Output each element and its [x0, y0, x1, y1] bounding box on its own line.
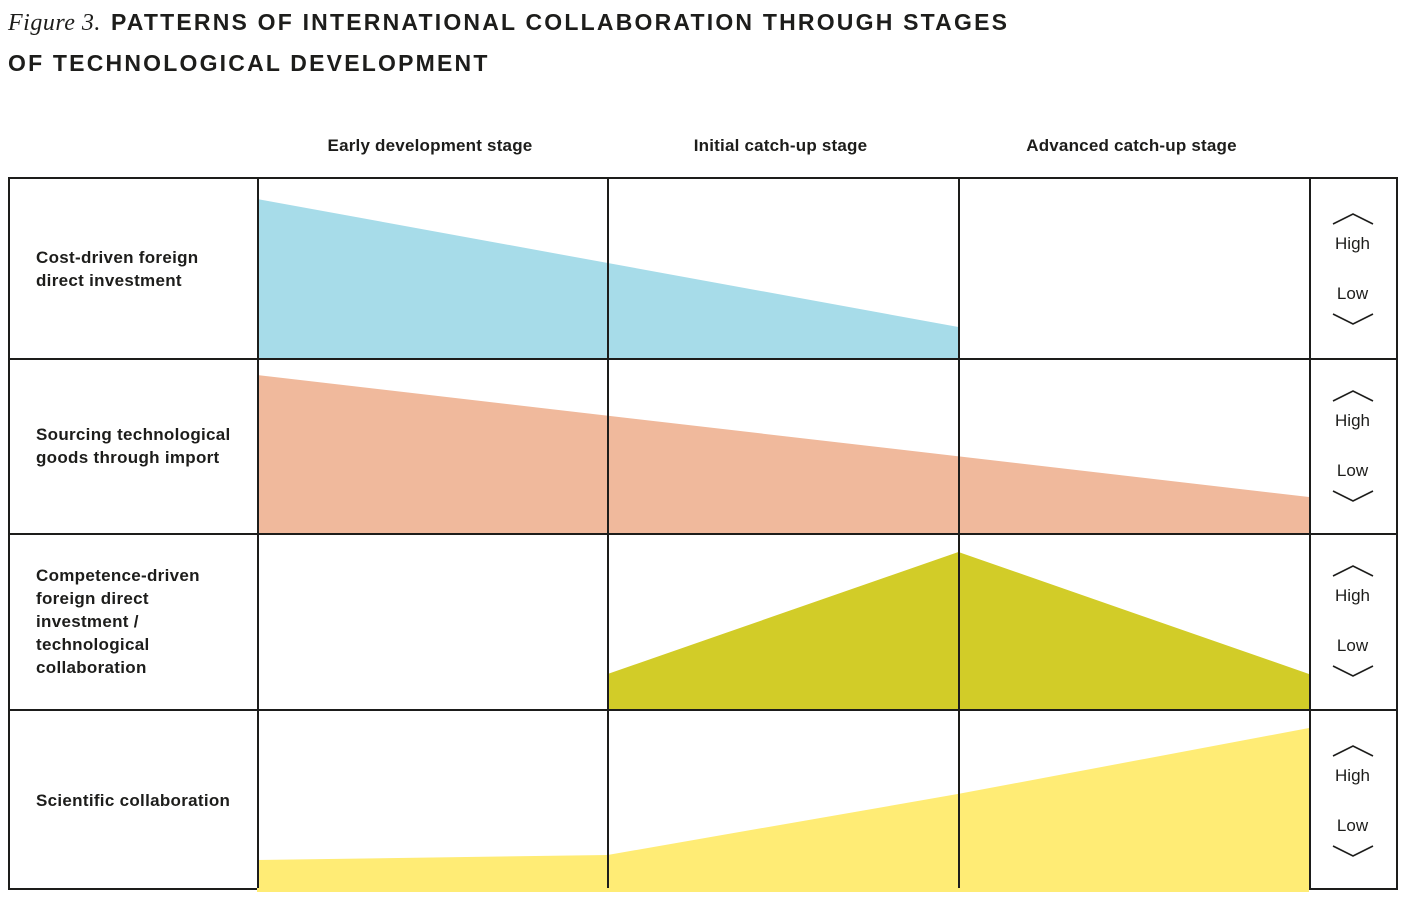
stage-header-initial-catch-up: Initial catch-up stage — [693, 136, 868, 155]
area-shape-competence-driven-fdi — [607, 552, 1309, 709]
chevron-up-icon — [1332, 744, 1373, 757]
scale-low-label: Low — [1336, 283, 1369, 303]
stage-header-early-development: Early development stage — [327, 136, 533, 155]
scale-high-label: High — [1335, 765, 1370, 785]
scale-low-label: Low — [1336, 460, 1369, 480]
scale-cell-row3: High Low — [1309, 533, 1396, 709]
grid-line-horizontal-row3-4 — [10, 709, 1396, 711]
scale-cell-row4: High Low — [1309, 709, 1396, 892]
row-label-scientific-collaboration: Scientific collaboration — [10, 709, 257, 892]
collaboration-pattern-table: Cost-driven foreign direct investment So… — [8, 177, 1398, 892]
scale-high-label: High — [1335, 586, 1370, 605]
row-label-sourcing-import: Sourcing technological goods through imp… — [10, 358, 257, 533]
figure-title-line1: PATTERNS OF INTERNATIONAL COLLABORATION … — [110, 9, 1010, 35]
chevron-down-icon — [1332, 312, 1373, 325]
row-label-text: Sourcing technological goods through imp… — [36, 424, 231, 467]
chevron-up-icon — [1332, 565, 1373, 577]
scale-low-label: Low — [1336, 636, 1369, 655]
area-shape-sourcing-import — [257, 375, 1309, 533]
scale-low-label: Low — [1336, 815, 1369, 835]
figure-title-line2: OF TECHNOLOGICAL DEVELOPMENT — [8, 50, 490, 76]
chevron-up-icon — [1332, 389, 1373, 402]
chevron-down-icon — [1332, 489, 1373, 502]
area-shape-scientific-collaboration — [257, 728, 1309, 892]
row-label-text: Competence-driven foreign direct investm… — [36, 565, 200, 677]
chevron-down-icon — [1332, 665, 1373, 677]
grid-line-horizontal-row1-2 — [10, 358, 1396, 360]
chevron-down-icon — [1332, 844, 1373, 857]
grid-line-horizontal-row2-3 — [10, 533, 1396, 535]
figure-number-label: Figure 3. — [8, 10, 101, 36]
chevron-up-icon — [1332, 212, 1373, 225]
figure-title: Figure 3. PATTERNS OF INTERNATIONAL COLLA… — [8, 2, 1128, 83]
scale-cell-row2: High Low — [1309, 358, 1396, 533]
row-label-text: Cost-driven foreign direct investment — [36, 247, 199, 290]
row-label-cost-driven-fdi: Cost-driven foreign direct investment — [10, 179, 257, 358]
row-label-text: Scientific collaboration — [36, 791, 231, 810]
stage-header-advanced-catch-up: Advanced catch-up stage — [1026, 136, 1237, 155]
area-shape-cost-driven-fdi — [257, 199, 959, 358]
row-label-competence-driven-fdi: Competence-driven foreign direct investm… — [10, 533, 257, 709]
scale-high-label: High — [1335, 233, 1370, 253]
scale-cell-row1: High Low — [1309, 179, 1396, 358]
scale-high-label: High — [1335, 410, 1370, 430]
